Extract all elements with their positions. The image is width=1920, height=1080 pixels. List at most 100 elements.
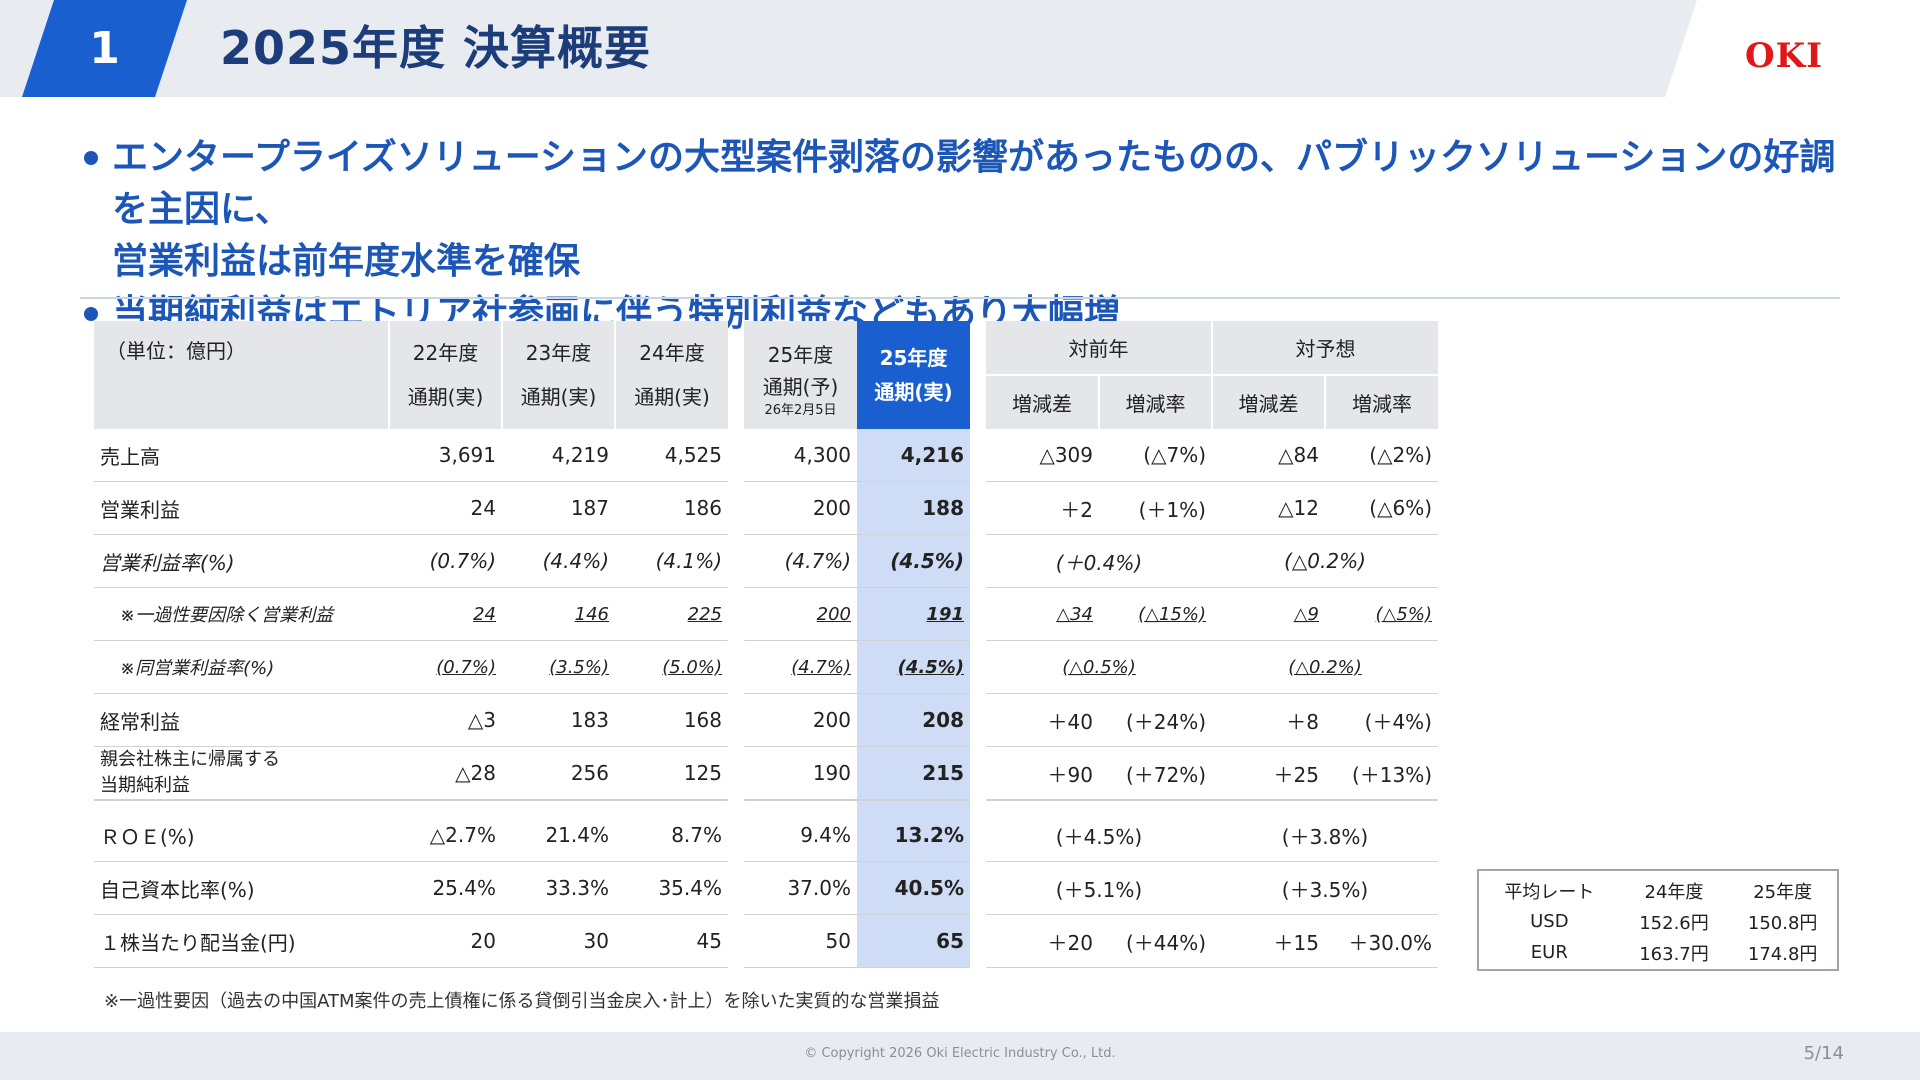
page-title: 2025年度 決算概要 [220, 21, 652, 75]
cell-fy24: 4,525 [615, 429, 728, 482]
cell-fy23: 146 [574, 603, 609, 625]
table-row: ※一過性要因除く営業利益 24 146 225 200 191 △34 (△15… [94, 587, 1438, 641]
cell-fy25-forecast: 200 [744, 693, 857, 747]
table-row: １株当たり配当金(円) 20 30 45 50 65 ＋20 (＋44%) ＋1… [94, 914, 1438, 968]
cell-fy22: 24 [389, 481, 502, 535]
row-label: ※一過性要因除く営業利益 [94, 587, 389, 641]
cell-fy23: 183 [502, 693, 615, 747]
cell-prev-change: (＋0.4%) [986, 534, 1212, 588]
page-number: 5/14 [1803, 1043, 1844, 1064]
cell-fcst-change: (△0.2%) [1212, 534, 1438, 588]
cell-prev-change: (△0.5%) [1062, 656, 1136, 678]
cell-fcst-rate: (＋4%) [1325, 693, 1438, 747]
row-label: １株当たり配当金(円) [94, 914, 389, 968]
cell-fy23: 256 [502, 746, 615, 801]
cell-fy25-forecast: 190 [744, 746, 857, 801]
bullet-dot-icon [84, 151, 98, 165]
cell-prev-rate: (△15%) [1138, 603, 1206, 625]
cell-prev-diff: ＋90 [986, 746, 1099, 801]
cell-fy24: 125 [615, 746, 728, 801]
rate-row-eur: EUR 163.7円 174.8円 [1479, 937, 1837, 968]
rate-fy24: 163.7円 [1639, 943, 1709, 965]
cell-fy25-forecast: 50 [744, 914, 857, 968]
table-row: ＲＯＥ(%) △2.7% 21.4% 8.7% 9.4% 13.2% (＋4.5… [94, 809, 1438, 862]
exchange-rate-table: 平均レート 24年度 25年度 USD 152.6円 150.8円 EUR 16… [1479, 875, 1837, 968]
cell-fy25-actual: 13.2% [857, 809, 970, 862]
section-number: 1 [89, 23, 120, 74]
table-row: ※同営業利益率(%) (0.7%) (3.5%) (5.0%) (4.7%) (… [94, 640, 1438, 694]
cell-fy25-forecast: 9.4% [744, 809, 857, 862]
logo-area [1665, 0, 1920, 97]
cell-fcst-diff: ＋15 [1212, 914, 1325, 968]
cell-fy25-actual: 65 [857, 914, 970, 968]
col-header-fy23: 23年度 通期(実) [501, 321, 615, 429]
cell-fy22: △3 [389, 693, 502, 747]
col-header-diff: 増減差 [1211, 374, 1325, 429]
cell-fy24: 35.4% [615, 861, 728, 915]
cell-fcst-rate: (＋13%) [1325, 746, 1438, 801]
copyright: © Copyright 2026 Oki Electric Industry C… [804, 1046, 1116, 1061]
rate-header-fy25: 25年度 [1753, 881, 1813, 903]
table-row: 営業利益率(%) (0.7%) (4.4%) (4.1%) (4.7%) (4.… [94, 534, 1438, 588]
table-row: 経常利益 △3 183 168 200 208 ＋40 (＋24%) ＋8 (＋… [94, 693, 1438, 747]
cell-fcst-rate: (△2%) [1325, 429, 1438, 482]
cell-fy22: △2.7% [389, 809, 502, 862]
cell-prev-diff: △34 [1056, 603, 1093, 625]
cell-prev-rate: (＋1%) [1099, 481, 1212, 535]
rate-header-fy24: 24年度 [1644, 881, 1704, 903]
cell-fy25-forecast: 200 [816, 603, 851, 625]
cell-fcst-diff: △9 [1293, 603, 1319, 625]
cell-fy25-forecast: 200 [744, 481, 857, 535]
row-label: 営業利益率(%) [94, 534, 389, 588]
bullet-text-continued: 営業利益は前年度水準を確保 [112, 241, 581, 282]
cell-fcst-diff: △84 [1212, 429, 1325, 482]
col-header-fy22: 22年度 通期(実) [388, 321, 502, 429]
cell-fcst-rate: (△5%) [1375, 603, 1432, 625]
row-label: 自己資本比率(%) [94, 861, 389, 915]
footnote: ※一過性要因（過去の中国ATM案件の売上債権に係る貸倒引当金戻入･計上）を除いた… [104, 991, 940, 1012]
cell-prev-rate: (＋72%) [1099, 746, 1212, 801]
column-gap [728, 321, 744, 429]
cell-prev-diff: ＋40 [986, 693, 1099, 747]
cell-fcst-diff: ＋8 [1212, 693, 1325, 747]
rate-fy25: 150.8円 [1747, 912, 1818, 934]
header-bar: 1 2025年度 決算概要 OKI [0, 0, 1920, 97]
cell-fy24: 45 [615, 914, 728, 968]
column-gap [970, 321, 986, 429]
rate-fy24: 152.6円 [1639, 912, 1709, 934]
row-label: ＲＯＥ(%) [94, 809, 389, 862]
col-header-diff: 増減差 [986, 374, 1099, 429]
table-row: 売上高 3,691 4,219 4,525 4,300 4,216 △309 (… [94, 429, 1438, 482]
cell-fy25-actual: (4.5%) [857, 534, 970, 588]
col-header-rate: 増減率 [1324, 374, 1438, 429]
cell-fy24: 168 [615, 693, 728, 747]
cell-prev-change: (＋5.1%) [986, 861, 1212, 915]
rate-header-row: 平均レート 24年度 25年度 [1479, 875, 1837, 906]
cell-fy22: 25.4% [389, 861, 502, 915]
cell-fy23: 21.4% [502, 809, 615, 862]
rate-row-usd: USD 152.6円 150.8円 [1479, 906, 1837, 937]
cell-prev-diff: △309 [986, 429, 1099, 482]
cell-fy23: 33.3% [502, 861, 615, 915]
row-label: ※同営業利益率(%) [94, 640, 389, 694]
cell-fy25-actual: 191 [926, 603, 964, 625]
cell-fy23: (3.5%) [549, 656, 609, 678]
cell-fy22: △28 [389, 746, 502, 801]
unit-label: （単位：億円） [94, 321, 389, 429]
bullet-item: エンタープライズソリューションの大型案件剥落の影響があったものの、パブリックソリ… [80, 132, 1840, 288]
col-header-vs-forecast: 対予想 [1211, 321, 1438, 375]
currency-label: USD [1530, 911, 1569, 932]
cell-fy24: 225 [687, 603, 722, 625]
cell-fy24: (4.1%) [615, 534, 728, 588]
cell-fy25-forecast: (4.7%) [791, 656, 851, 678]
cell-prev-diff: ＋2 [986, 481, 1099, 535]
col-header-fy24: 24年度 通期(実) [614, 321, 728, 429]
cell-fy23: 187 [502, 481, 615, 535]
table-row: 営業利益 24 187 186 200 188 ＋2 (＋1%) △12 (△6… [94, 481, 1438, 535]
cell-fy22: 20 [389, 914, 502, 968]
cell-fy25-forecast: (4.7%) [744, 534, 857, 588]
cell-fy25-actual: (4.5%) [897, 656, 964, 678]
table-row: 親会社株主に帰属する 当期純利益 △28 256 125 190 215 ＋90 … [94, 746, 1438, 801]
cell-fy25-actual: 4,216 [857, 429, 970, 482]
cell-fcst-diff: ＋25 [1212, 746, 1325, 801]
